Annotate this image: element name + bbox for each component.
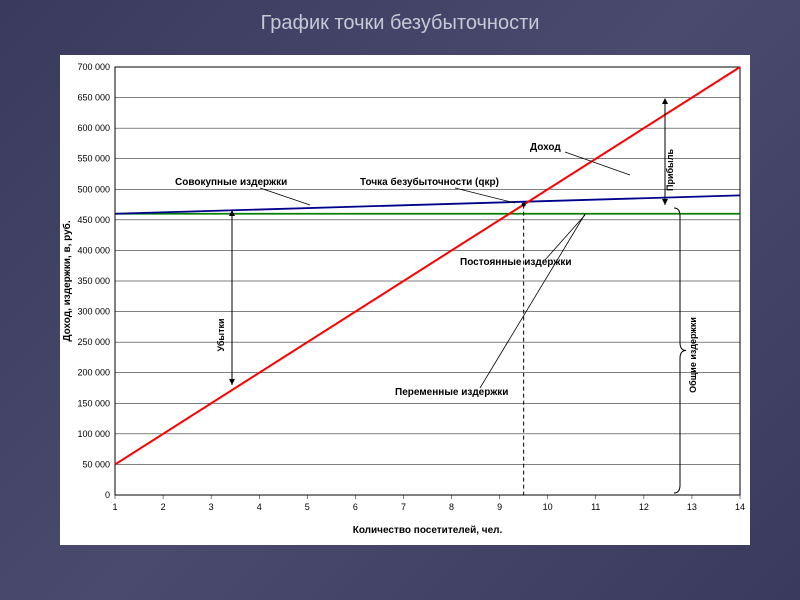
svg-text:100 000: 100 000 — [77, 429, 110, 439]
svg-text:Убытки: Убытки — [216, 318, 226, 351]
svg-text:700 000: 700 000 — [77, 62, 110, 72]
svg-text:Доход, издержки, в, руб.: Доход, издержки, в, руб. — [61, 220, 73, 342]
svg-text:250 000: 250 000 — [77, 337, 110, 347]
svg-text:0: 0 — [105, 490, 110, 500]
svg-text:350 000: 350 000 — [77, 276, 110, 286]
svg-text:Прибыль: Прибыль — [665, 149, 675, 191]
svg-text:12: 12 — [639, 502, 649, 512]
svg-text:Доход: Доход — [530, 142, 561, 153]
svg-text:500 000: 500 000 — [77, 184, 110, 194]
svg-text:50 000: 50 000 — [82, 459, 110, 469]
svg-text:400 000: 400 000 — [77, 245, 110, 255]
svg-text:13: 13 — [687, 502, 697, 512]
svg-text:Переменные издержки: Переменные издержки — [395, 387, 508, 398]
svg-text:6: 6 — [353, 502, 358, 512]
breakeven-chart: 0 50 000 100 000 150 000 200 000 250 000 300 0… — [60, 55, 750, 545]
svg-text:10: 10 — [543, 502, 553, 512]
slide: График точки безубыточности 0 50 000 100 0… — [0, 0, 800, 600]
svg-text:9: 9 — [497, 502, 502, 512]
svg-text:650 000: 650 000 — [77, 93, 110, 103]
svg-text:150 000: 150 000 — [77, 398, 110, 408]
svg-text:7: 7 — [401, 502, 406, 512]
svg-text:600 000: 600 000 — [77, 123, 110, 133]
svg-text:Постоянные издержки: Постоянные издержки — [460, 257, 572, 268]
svg-text:4: 4 — [257, 502, 262, 512]
svg-text:300 000: 300 000 — [77, 307, 110, 317]
svg-text:Точка безубыточности (qкр): Точка безубыточности (qкр) — [360, 176, 499, 188]
svg-text:1: 1 — [112, 502, 117, 512]
svg-text:3: 3 — [209, 502, 214, 512]
svg-text:Общие издержки: Общие издержки — [688, 317, 698, 393]
chart-container: 0 50 000 100 000 150 000 200 000 250 000 300 0… — [60, 55, 750, 545]
svg-text:200 000: 200 000 — [77, 368, 110, 378]
svg-text:11: 11 — [591, 502, 600, 512]
svg-text:450 000: 450 000 — [77, 215, 110, 225]
svg-text:Совокупные издержки: Совокупные издержки — [175, 177, 287, 188]
svg-text:8: 8 — [449, 502, 454, 512]
svg-text:Количество посетителей, чел.: Количество посетителей, чел. — [353, 525, 503, 536]
svg-text:550 000: 550 000 — [77, 154, 110, 164]
slide-title: График точки безубыточности — [0, 12, 800, 35]
svg-text:2: 2 — [161, 502, 166, 512]
svg-text:14: 14 — [735, 502, 745, 512]
svg-text:5: 5 — [305, 502, 310, 512]
